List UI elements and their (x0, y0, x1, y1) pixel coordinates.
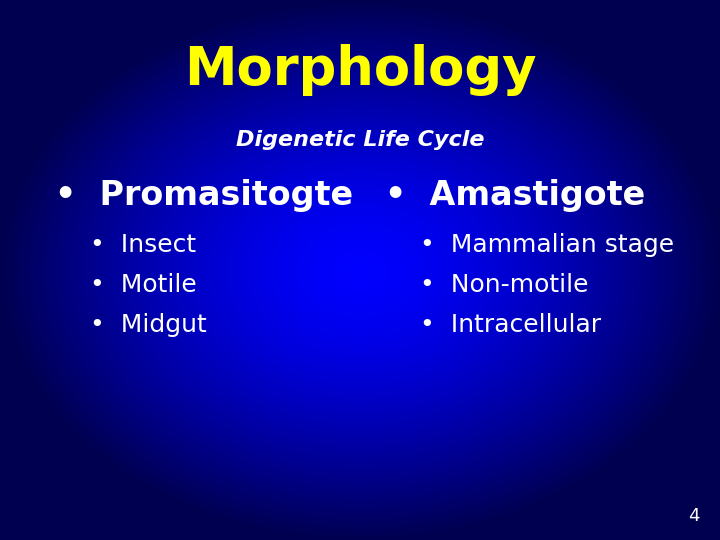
Text: •  Insect: • Insect (90, 233, 196, 257)
Text: Digenetic Life Cycle: Digenetic Life Cycle (235, 130, 485, 150)
Text: Morphology: Morphology (184, 44, 536, 96)
Text: •  Midgut: • Midgut (90, 313, 207, 337)
Text: •  Motile: • Motile (90, 273, 197, 297)
Text: •  Promasitogte: • Promasitogte (55, 179, 353, 212)
Text: •  Non-motile: • Non-motile (420, 273, 588, 297)
Text: 4: 4 (688, 507, 700, 525)
Text: •  Mammalian stage: • Mammalian stage (420, 233, 674, 257)
Text: •  Amastigote: • Amastigote (385, 179, 645, 212)
Text: •  Intracellular: • Intracellular (420, 313, 601, 337)
